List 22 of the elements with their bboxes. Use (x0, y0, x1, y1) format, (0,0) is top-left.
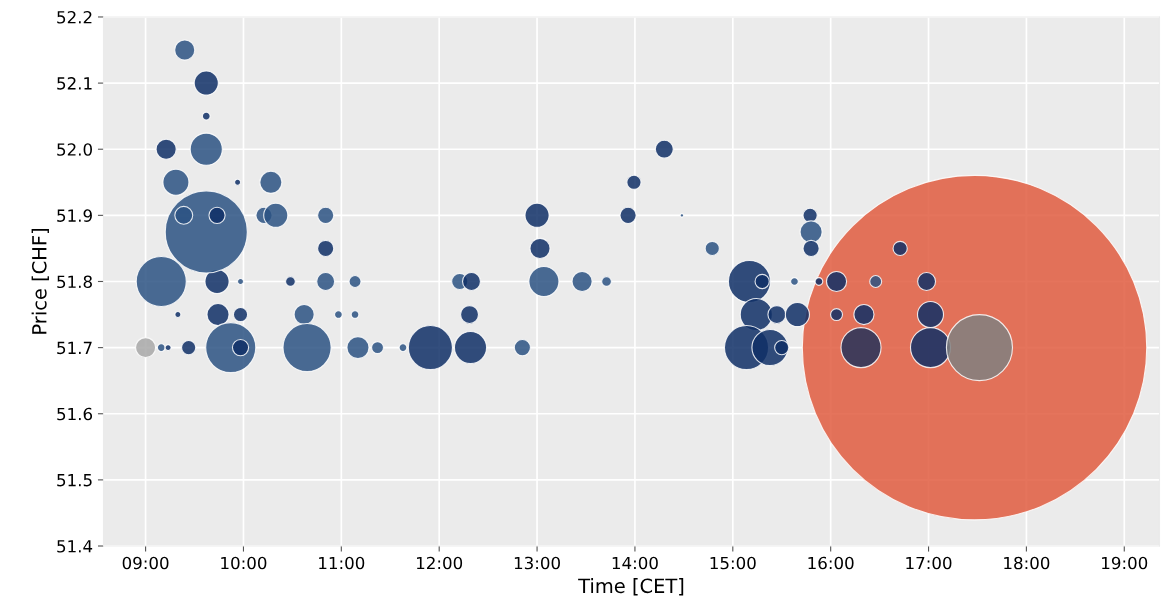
x-tick-label: 11:00 (319, 556, 365, 570)
y-tick-label: 52.1 (57, 77, 92, 90)
y-tick-label: 52.0 (57, 143, 92, 156)
y-tick-label: 51.4 (57, 540, 93, 553)
x-tick-label: 16:00 (808, 556, 854, 570)
y-tick-label: 52.2 (57, 10, 92, 24)
x-tick-label: 15:00 (710, 556, 756, 570)
y-tick-label: 51.6 (57, 407, 93, 421)
x-tick-label: 13:00 (514, 556, 560, 570)
x-axis-title: Time [CET] (578, 578, 684, 596)
x-tick-label: 17:00 (906, 556, 952, 570)
y-tick-label: 51.5 (57, 474, 92, 487)
x-tick-label: 09:00 (122, 556, 169, 570)
x-tick-label: 12:00 (417, 556, 463, 570)
x-tick-label: 18:00 (1004, 556, 1050, 570)
y-tick-label: 51.9 (57, 209, 92, 222)
x-tick-label: 10:00 (221, 556, 267, 570)
x-tick-label: 19:00 (1102, 556, 1148, 570)
y-tick-label: 51.7 (57, 341, 92, 355)
x-tick-label: 14:00 (612, 556, 658, 570)
y-axis-title: Price [CHF] (31, 229, 49, 334)
y-tick-label: 51.8 (57, 275, 92, 289)
